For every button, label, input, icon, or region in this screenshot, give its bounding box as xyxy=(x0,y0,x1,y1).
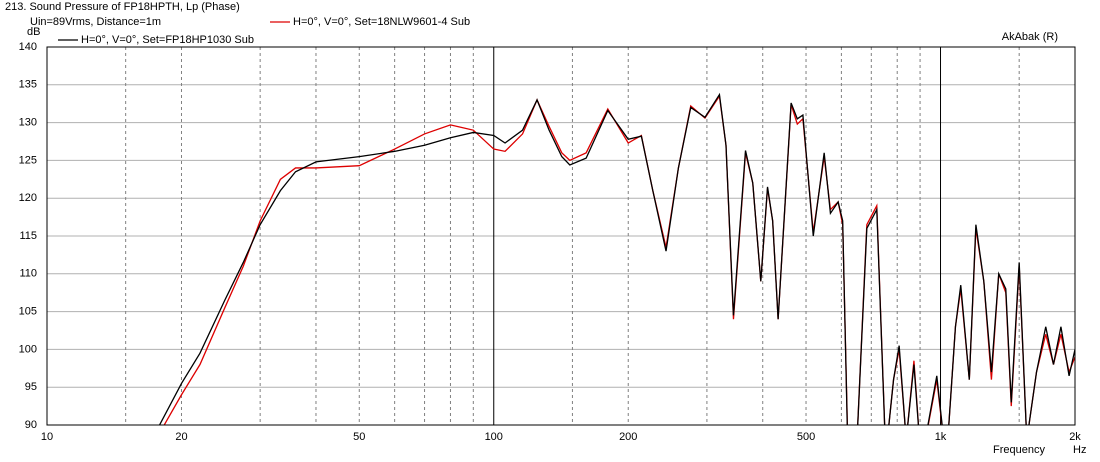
x-tick-label: 200 xyxy=(619,431,637,443)
plot-frame xyxy=(46,46,1076,426)
series-line xyxy=(158,92,1075,425)
y-tick-label: 120 xyxy=(19,192,37,204)
y-tick-label: 105 xyxy=(19,306,37,318)
x-axis-unit: Hz xyxy=(1073,444,1086,456)
y-tick-label: 130 xyxy=(19,117,37,129)
y-tick-label: 140 xyxy=(19,41,37,53)
y-tick-label: 135 xyxy=(19,79,37,91)
x-tick-label: 500 xyxy=(797,431,815,443)
legend: H=0°, V=0°, Set=18NLW9601-4 Sub H=0°, V=0… xyxy=(58,16,470,46)
x-tick-label: 2k xyxy=(1069,431,1081,443)
y-tick-label: 90 xyxy=(25,419,37,431)
y-axis-label: dB xyxy=(27,26,40,38)
x-axis-label: Frequency xyxy=(993,444,1045,456)
x-tick-label: 1k xyxy=(935,431,947,443)
legend-label: H=0°, V=0°, Set=FP18HP1030 Sub xyxy=(81,34,254,46)
x-tick-label: 100 xyxy=(485,431,503,443)
y-tick-label: 125 xyxy=(19,154,37,166)
x-tick-label: 20 xyxy=(175,431,187,443)
chart-title: 213. Sound Pressure of FP18HPTH, Lp (Pha… xyxy=(5,1,240,13)
x-tick-label: 50 xyxy=(353,431,365,443)
plot-lines xyxy=(158,92,1075,425)
legend-label: H=0°, V=0°, Set=18NLW9601-4 Sub xyxy=(293,16,470,28)
annotation: AkAbak (R) xyxy=(1002,31,1058,43)
y-tick-label: 110 xyxy=(19,268,37,280)
x-tick-label: 10 xyxy=(41,431,53,443)
y-tick-label: 100 xyxy=(19,343,37,355)
chart-subtitle: Uin=89Vrms, Distance=1m xyxy=(30,16,161,28)
y-tick-label: 115 xyxy=(19,230,37,242)
y-tick-label: 95 xyxy=(25,381,37,393)
